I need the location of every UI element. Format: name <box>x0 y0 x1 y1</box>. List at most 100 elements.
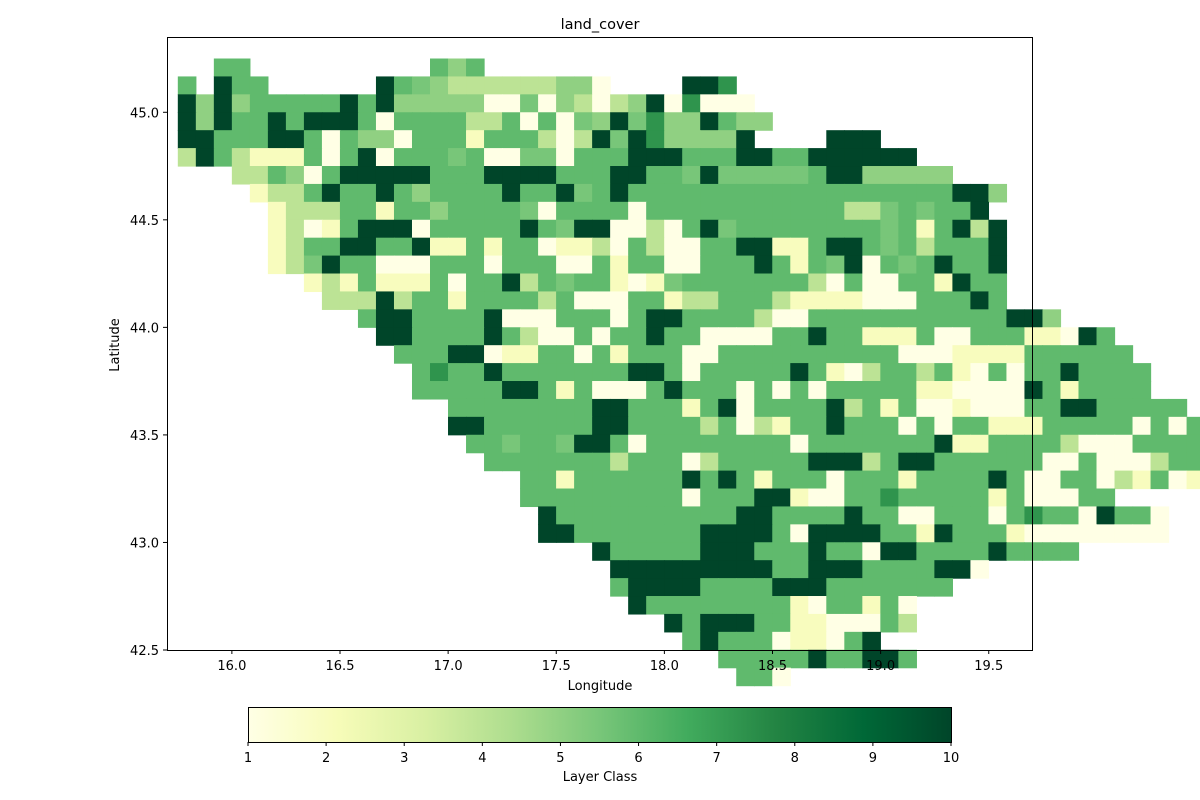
heatmap-cell <box>502 112 521 131</box>
heatmap-cell <box>357 219 377 239</box>
heatmap-cell <box>880 506 899 525</box>
heatmap-cell <box>844 255 863 275</box>
colorbar-tick-label: 1 <box>244 751 252 766</box>
heatmap-cell <box>1042 398 1062 418</box>
heatmap-cell <box>430 327 449 346</box>
heatmap-cell <box>808 237 827 257</box>
heatmap-cell <box>736 434 755 454</box>
heatmap-cell <box>664 327 683 346</box>
heatmap-cell <box>430 58 449 78</box>
heatmap-cell <box>556 327 575 346</box>
heatmap-cell <box>880 381 899 400</box>
heatmap-cell <box>574 183 593 203</box>
heatmap-cell <box>1114 470 1134 490</box>
heatmap-cell <box>592 398 611 418</box>
heatmap-cell <box>520 416 539 436</box>
heatmap-cell <box>1078 452 1098 472</box>
heatmap-cell <box>484 237 503 257</box>
heatmap-cell <box>574 219 593 239</box>
heatmap-cell <box>970 398 990 418</box>
heatmap-cell <box>267 237 287 257</box>
heatmap-cell <box>646 255 665 275</box>
heatmap-cell <box>754 649 773 669</box>
heatmap-cell <box>826 273 845 293</box>
heatmap-cell <box>195 148 215 167</box>
y-tick-label: 44.0 <box>130 321 159 336</box>
heatmap-cell <box>826 434 845 454</box>
heatmap-cell <box>466 398 485 418</box>
heatmap-cell <box>718 130 737 149</box>
heatmap-cell <box>646 183 665 203</box>
heatmap-cell <box>844 398 863 418</box>
heatmap-cell <box>556 183 575 203</box>
heatmap-cell <box>628 524 647 543</box>
heatmap-cell <box>808 631 827 651</box>
heatmap-cell <box>664 148 683 167</box>
heatmap-cell <box>790 613 809 633</box>
heatmap-cell <box>736 631 755 651</box>
heatmap-cell <box>430 363 449 382</box>
heatmap-cell <box>898 309 917 328</box>
heatmap-cell <box>754 631 773 651</box>
heatmap-cell <box>736 183 755 203</box>
heatmap-cell <box>339 130 359 149</box>
heatmap-cell <box>231 94 251 113</box>
heatmap-cell <box>411 309 431 328</box>
heatmap-cell <box>826 201 845 221</box>
heatmap-cell <box>267 255 287 275</box>
heatmap-cell <box>448 148 467 167</box>
heatmap-cell <box>646 560 665 579</box>
heatmap-cell <box>970 291 990 310</box>
heatmap-cell <box>844 506 863 525</box>
heatmap-cell <box>988 363 1008 382</box>
heatmap-cell <box>844 542 863 561</box>
heatmap-cell <box>970 237 990 257</box>
heatmap-cell <box>610 345 629 364</box>
heatmap-cell <box>682 452 701 472</box>
heatmap-cell <box>952 381 972 400</box>
heatmap-cell <box>393 183 413 203</box>
heatmap-cell <box>303 255 323 275</box>
heatmap-cell <box>1024 363 1044 382</box>
heatmap-cell <box>556 291 575 310</box>
heatmap-cell <box>195 94 215 113</box>
heatmap-cell <box>826 542 845 561</box>
heatmap-cell <box>502 201 521 221</box>
heatmap-cell <box>772 542 791 561</box>
heatmap-cell <box>808 381 827 400</box>
colorbar-tick-label: 3 <box>400 751 408 766</box>
heatmap-cell <box>754 613 773 633</box>
heatmap-cell <box>790 291 809 310</box>
heatmap-cell <box>664 542 683 561</box>
x-tick-label: 19.0 <box>866 659 895 674</box>
heatmap-cell <box>393 201 413 221</box>
heatmap-cell <box>934 488 953 508</box>
heatmap-cell <box>754 470 773 490</box>
heatmap-cell <box>826 327 845 346</box>
heatmap-cell <box>718 363 737 382</box>
heatmap-cell <box>970 309 990 328</box>
heatmap-cell <box>736 398 755 418</box>
heatmap-cell <box>664 183 683 203</box>
x-tick-label: 17.0 <box>434 659 463 674</box>
heatmap-cell <box>1024 345 1044 364</box>
heatmap-cell <box>934 219 953 239</box>
heatmap-cell <box>952 219 972 239</box>
heatmap-cell <box>411 148 431 167</box>
heatmap-cell <box>610 112 629 131</box>
heatmap-cell <box>646 291 665 310</box>
heatmap-cell <box>700 130 719 149</box>
heatmap-cell <box>502 452 521 472</box>
heatmap-cell <box>556 506 575 525</box>
heatmap-cell <box>1060 416 1080 436</box>
heatmap-cell <box>574 273 593 293</box>
heatmap-cell <box>790 309 809 328</box>
heatmap-cell <box>1024 452 1044 472</box>
heatmap-cell <box>1096 452 1116 472</box>
heatmap-cell <box>574 166 593 185</box>
heatmap-cell <box>772 667 791 687</box>
heatmap-cell <box>682 76 701 95</box>
heatmap-cell <box>700 398 719 418</box>
heatmap-cell <box>808 470 827 490</box>
heatmap-cell <box>520 488 539 508</box>
